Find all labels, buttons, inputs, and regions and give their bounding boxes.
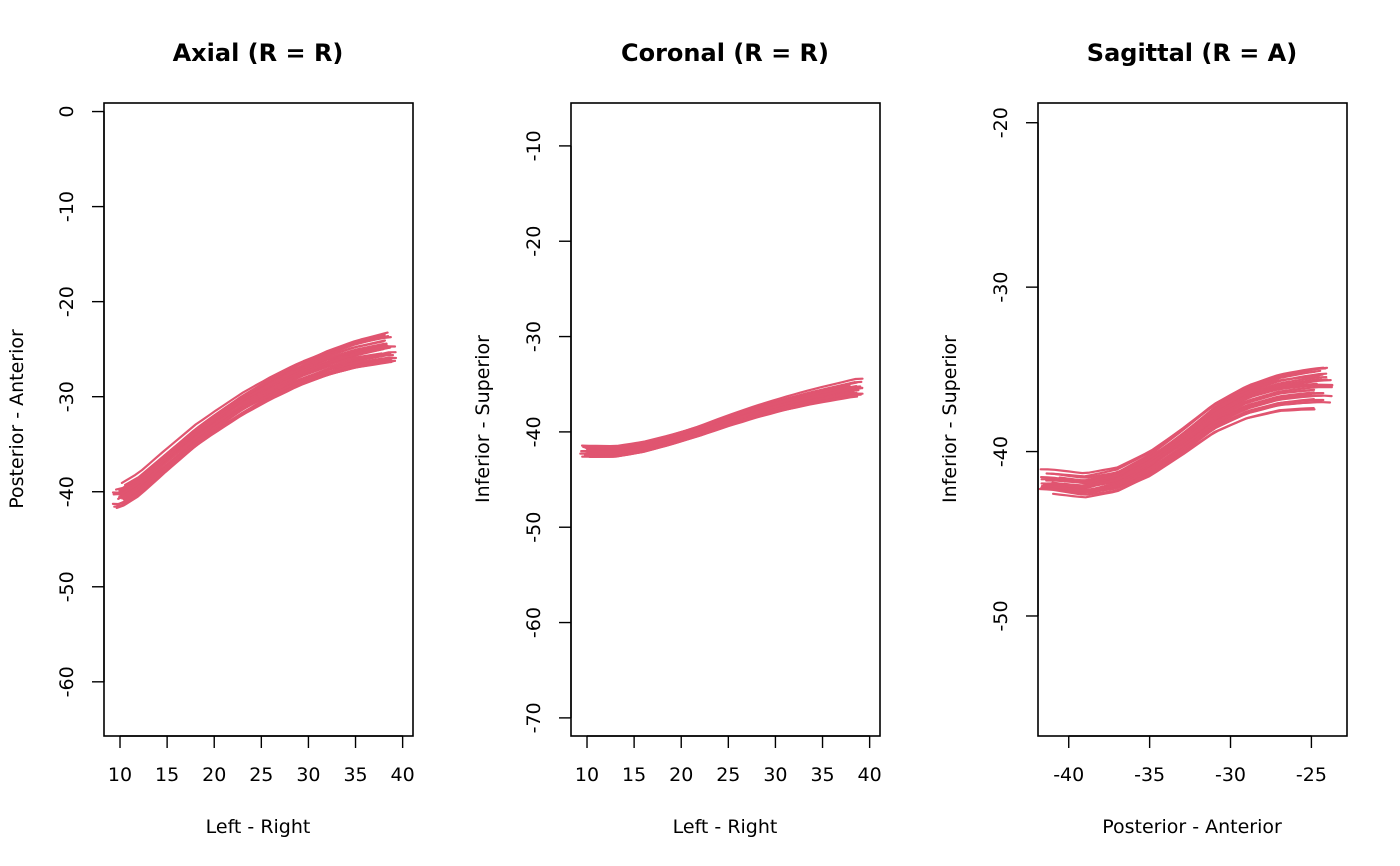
coronal-y-axis: -10 -20 -30 -40 -50 -60 -70 [523,130,572,733]
coronal-y-tick-label: -40 [523,416,545,447]
axial-streamline [121,346,392,498]
sagittal-y-axis-label: Inferior - Superior [939,335,961,503]
sagittal-y-tick-label: -40 [990,436,1012,467]
axial-y-tick-label: -60 [56,666,78,697]
sagittal-y-axis: -20 -30 -40 -50 [990,107,1039,632]
coronal-x-tick-label: 10 [575,764,599,786]
sagittal-streamline [1046,408,1316,494]
coronal-y-tick-label: -50 [523,512,545,543]
axial-title: Axial (R = R) [173,39,344,67]
axial-y-tick-label: -50 [56,571,78,602]
coronal-y-axis-label: Inferior - Superior [472,335,494,503]
axial-x-tick-label: 30 [296,764,320,786]
sagittal-x-tick-label: -30 [1215,764,1246,786]
sagittal-y-tick-label: -50 [990,600,1012,631]
coronal-y-tick-label: -20 [523,226,545,257]
sagittal-x-tick-label: -40 [1053,764,1084,786]
coronal-x-axis-label: Left - Right [673,816,778,838]
axial-panel: Axial (R = R) Left - Right Posterior - A… [6,39,415,838]
coronal-x-tick-label: 25 [716,764,740,786]
sagittal-streamlines [1038,366,1334,499]
axial-x-tick-label: 25 [249,764,273,786]
axial-x-tick-label: 40 [391,764,415,786]
axial-streamline [124,342,386,490]
axial-x-axis: 10 15 20 25 30 35 40 [108,735,415,786]
axial-y-tick-label: -20 [56,286,78,317]
sagittal-y-tick-label: -20 [990,107,1012,138]
coronal-streamlines [579,377,864,458]
axial-y-tick-label: -30 [56,381,78,412]
axial-x-tick-label: 10 [108,764,132,786]
axial-y-tick-label: -40 [56,476,78,507]
coronal-y-tick-label: -10 [523,130,545,161]
sagittal-streamline [1039,375,1320,475]
axial-y-tick-label: -10 [56,191,78,222]
sagittal-y-tick-label: -30 [990,272,1012,303]
coronal-y-tick-label: -60 [523,607,545,638]
axial-y-axis: 0 -10 -20 -30 -40 -50 -60 [56,106,105,697]
coronal-streamline [582,385,858,449]
coronal-x-tick-label: 40 [858,764,882,786]
coronal-x-axis: 10 15 20 25 30 35 40 [575,735,882,786]
coronal-panel: Coronal (R = R) Left - Right Inferior - … [472,39,882,838]
coronal-title: Coronal (R = R) [621,39,829,67]
coronal-x-tick-label: 15 [622,764,646,786]
coronal-streamline [590,386,856,455]
coronal-y-tick-label: -30 [523,321,545,352]
axial-y-tick-label: 0 [56,106,78,118]
sagittal-title: Sagittal (R = A) [1087,39,1297,67]
axial-streamlines [111,331,398,509]
sagittal-x-axis: -40 -35 -30 -25 [1053,735,1327,786]
axial-x-tick-label: 20 [202,764,226,786]
sagittal-x-tick-label: -25 [1296,764,1327,786]
axial-x-tick-label: 15 [155,764,179,786]
coronal-x-tick-label: 35 [810,764,834,786]
axial-y-axis-label: Posterior - Anterior [6,329,28,509]
sagittal-x-tick-label: -35 [1134,764,1165,786]
sagittal-streamline [1057,398,1325,493]
coronal-x-tick-label: 30 [763,764,787,786]
coronal-y-tick-label: -70 [523,702,545,733]
sagittal-panel: Sagittal (R = A) Posterior - Anterior In… [939,39,1348,838]
sagittal-x-axis-label: Posterior - Anterior [1102,816,1282,838]
axial-x-axis-label: Left - Right [206,816,311,838]
axial-x-tick-label: 35 [343,764,367,786]
sagittal-streamline [1063,386,1333,488]
coronal-x-tick-label: 20 [669,764,693,786]
